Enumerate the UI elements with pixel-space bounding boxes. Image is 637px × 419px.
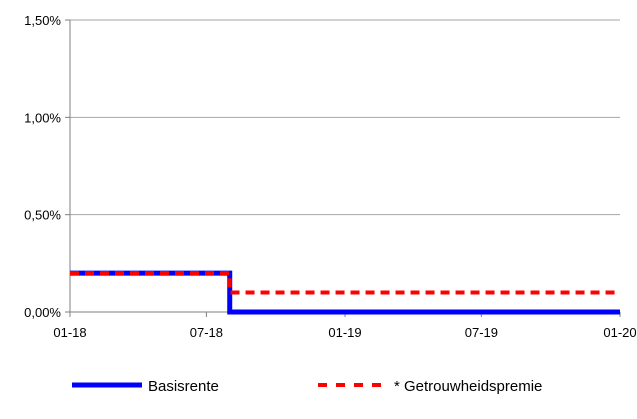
y-tick-label: 1,50% <box>24 13 61 28</box>
x-tick-label: 07-19 <box>465 325 498 340</box>
x-tick-label: 01-18 <box>53 325 86 340</box>
x-tick-label: 01-20 <box>603 325 636 340</box>
x-tick-label: 07-18 <box>190 325 223 340</box>
axes <box>69 20 620 313</box>
legend-label: Basisrente <box>148 378 219 395</box>
series-lines <box>70 270 620 315</box>
y-tick-label: 0,50% <box>24 208 61 223</box>
y-axis-tick-labels: 0,00% 0,50% 1,00% 1,50% <box>24 13 61 320</box>
legend: Basisrente * Getrouwheidspremie <box>72 378 542 395</box>
x-tick-label: 01-19 <box>328 325 361 340</box>
x-axis-tick-labels: 01-18 07-18 01-19 07-19 01-20 <box>53 325 636 340</box>
series-line-getrouwheidspremie <box>70 271 620 295</box>
y-tick-label: 0,00% <box>24 305 61 320</box>
legend-label: * Getrouwheidspremie <box>394 378 542 395</box>
y-tick-label: 1,00% <box>24 110 61 125</box>
